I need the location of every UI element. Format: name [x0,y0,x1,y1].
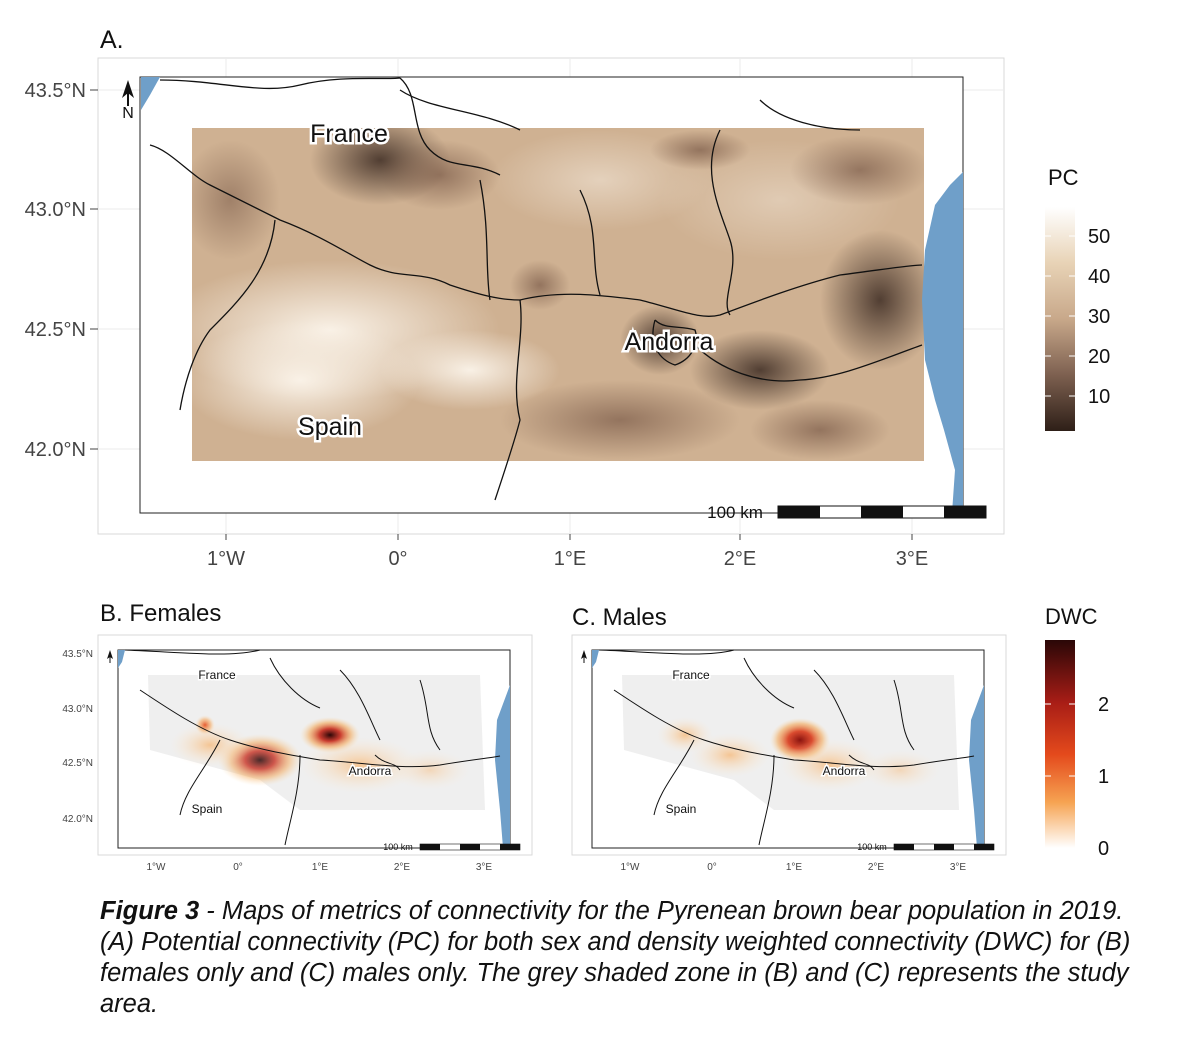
lon-tick: 2°E [868,862,885,873]
panel-c-map: France Andorra Spain 100 km 1°W 0° 1°E 2… [571,634,1007,873]
panel-b-title: B. Females [100,600,222,627]
label-france: France [198,668,236,682]
label-spain: Spain [192,802,223,816]
label-france: France [310,120,388,148]
lon-tick: 1°E [554,548,586,570]
lat-tick: 42.5°N [25,319,86,341]
scale-bar: 100 km [857,842,995,852]
legend-pc-colorbar [1045,207,1075,431]
label-france: France [672,668,710,682]
borders [149,77,923,501]
svg-text:100 km: 100 km [707,503,763,522]
scale-bar: 100 km [707,503,987,522]
lat-tick: 42.0°N [62,814,93,825]
svg-text:100 km: 100 km [383,842,413,852]
lat-tick: 43.0°N [62,704,93,715]
label-andorra: Andorra [349,764,392,778]
sea-atlantic [141,77,160,110]
figure-caption: Figure 3 - Maps of metrics of connectivi… [100,896,1160,1020]
lat-tick: 43.5°N [62,649,93,660]
lon-tick: 1°W [621,862,641,873]
legend-dwc-tick: 2 [1098,694,1109,716]
lon-tick: 1°W [207,548,245,570]
panel-a-title: A. [100,26,124,54]
legend-dwc-tick: 0 [1098,838,1109,860]
legend-dwc-tick: 1 [1098,766,1109,788]
north-arrow-icon [107,650,113,663]
lon-tick: 1°W [147,862,167,873]
lat-tick: 42.5°N [62,758,93,769]
legend-dwc: DWC 2 1 0 [1045,604,1109,860]
label-andorra: Andorra [823,764,866,778]
lon-tick: 3°E [476,862,493,873]
svg-text:100 km: 100 km [857,842,887,852]
caption-label: Figure 3 [100,897,200,925]
label-andorra: Andorra [625,328,714,356]
label-spain: Spain [298,413,362,441]
lon-tick: 1°E [786,862,803,873]
lon-tick: 2°E [724,548,756,570]
label-spain: Spain [666,802,697,816]
caption-text: - Maps of metrics of connectivity for th… [100,897,1131,1018]
svg-text:N: N [122,105,134,122]
legend-pc-title: PC [1048,165,1079,190]
legend-pc-tick: 30 [1088,306,1110,328]
pc-raster [192,128,924,461]
panel-b-map: France Andorra Spain 100 km 43.5°N 43.0°… [62,634,533,873]
panel-a-map: France Andorra Spain N 100 km 43.5°N 43.… [25,57,1110,570]
lon-tick: 0° [388,548,407,570]
legend-pc-tick: 10 [1088,386,1110,408]
legend-pc-tick: 20 [1088,346,1110,368]
panel-c-title: C. Males [572,604,667,631]
lon-tick: 1°E [312,862,329,873]
scale-bar: 100 km [383,842,521,852]
lat-tick: 43.5°N [25,80,86,102]
lon-tick: 0° [233,862,243,873]
legend-pc-tick: 40 [1088,266,1110,288]
sea-mediterranean [922,172,963,513]
lon-tick: 3°E [950,862,967,873]
lon-tick: 2°E [394,862,411,873]
legend-pc-tick: 50 [1088,226,1110,248]
north-arrow-icon [581,650,587,663]
north-arrow-icon: N [122,80,134,122]
lon-tick: 3°E [896,548,928,570]
lat-tick: 43.0°N [25,199,86,221]
lon-tick: 0° [707,862,717,873]
legend-dwc-colorbar [1045,640,1075,848]
legend-dwc-title: DWC [1045,604,1098,629]
lat-tick: 42.0°N [25,439,86,461]
